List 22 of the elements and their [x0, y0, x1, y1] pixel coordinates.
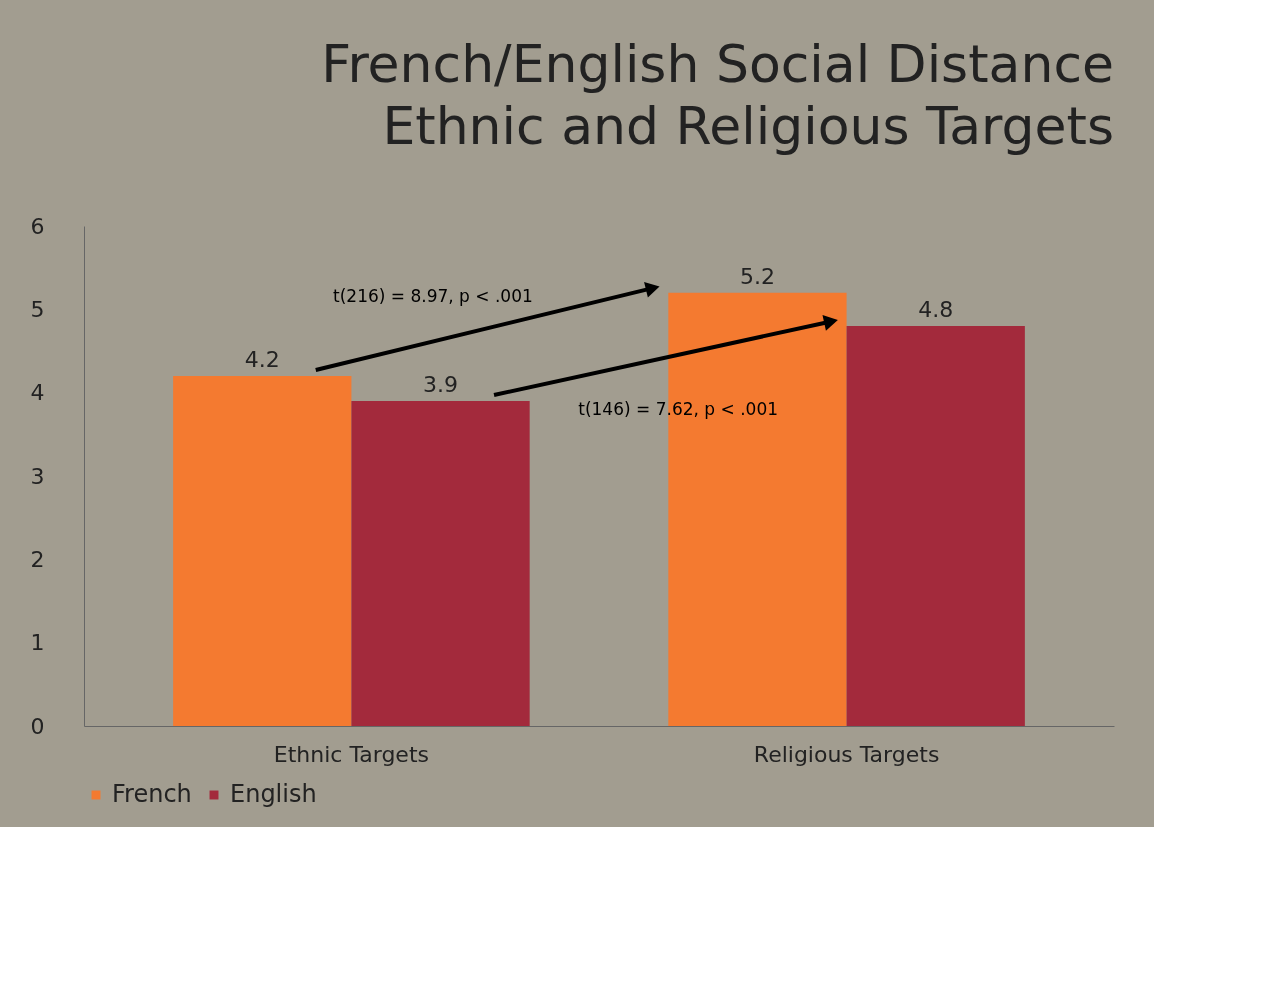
bar — [351, 401, 530, 726]
data-label: 4.2 — [244, 347, 280, 372]
text: French/English Social Distance — [321, 34, 1114, 94]
bar — [846, 326, 1025, 726]
y-tick-label: 6 — [30, 213, 45, 239]
legend-label: English — [230, 780, 317, 808]
y-tick-label: 3 — [30, 463, 45, 489]
legend-label: French — [112, 780, 192, 808]
data-label: 5.2 — [739, 263, 775, 289]
data-label: 3.9 — [423, 372, 459, 397]
y-tick-label: 0 — [30, 713, 45, 739]
annotation: t(146) = 7.62, p < .001 — [578, 398, 779, 419]
y-tick-label: 1 — [30, 630, 45, 656]
data-label: 4.8 — [918, 297, 954, 322]
x-tick-label: Religious Targets — [753, 741, 940, 767]
annotation: t(216) = 8.97, p < .001 — [333, 285, 533, 306]
y-tick-label: 4 — [30, 380, 45, 406]
x-tick-label: Ethnic Targets — [273, 741, 429, 767]
bar — [173, 376, 352, 726]
text: Ethnic and Religious Targets — [382, 96, 1114, 156]
y-tick-label: 2 — [30, 546, 45, 572]
y-tick-label: 5 — [30, 296, 45, 322]
